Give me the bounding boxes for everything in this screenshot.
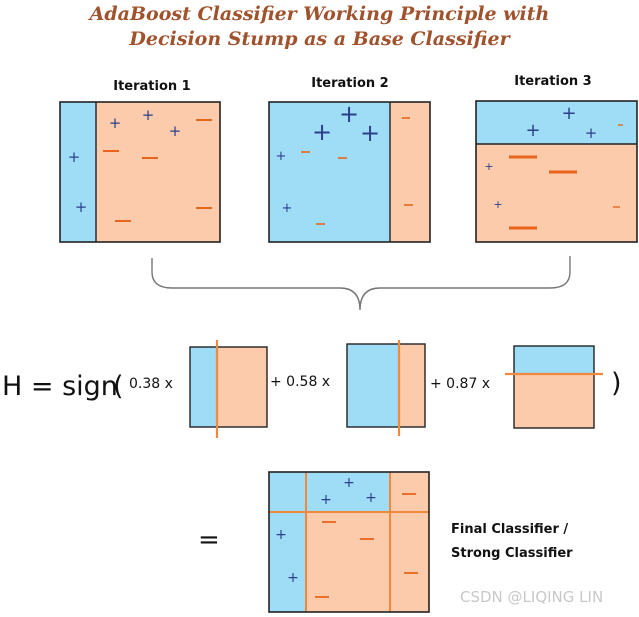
plus-sign: + — [282, 201, 293, 216]
plus-sign: + — [68, 148, 81, 166]
plus-sign: + — [585, 124, 598, 142]
positive-region — [269, 102, 390, 242]
plus-sign: + — [320, 492, 332, 508]
box-border — [513, 345, 595, 429]
final-caption-line-1: Final Classifier / — [451, 522, 568, 537]
formula-lhs: H = sign — [2, 371, 118, 402]
weighted-stump-1 — [189, 340, 268, 438]
plus-sign: + — [339, 100, 359, 128]
watermark: CSDN @LIQING LIN — [460, 588, 603, 606]
iteration-1-label: Iteration 1 — [113, 79, 190, 94]
diagram-title-line-2: Decision Stump as a Base Classifier — [129, 28, 510, 50]
plus-sign: + — [360, 119, 380, 147]
iteration-3-label: Iteration 3 — [514, 74, 591, 89]
plus-sign: + — [365, 490, 377, 506]
plus-sign: + — [169, 122, 182, 140]
iteration-1-stump: + + + + + — [59, 101, 221, 243]
plus-sign: + — [287, 570, 299, 586]
plus-sign: + — [561, 103, 576, 124]
negative-region — [390, 102, 430, 242]
weight-1: 0.38 x — [129, 376, 173, 392]
plus-sign: + — [276, 149, 287, 164]
negative-region — [476, 144, 637, 242]
result-equals: = — [198, 525, 220, 555]
iteration-2-label: Iteration 2 — [311, 76, 388, 91]
plus-sign: + — [343, 475, 355, 491]
box-border — [59, 101, 221, 243]
plus-sign: + — [75, 198, 88, 216]
negative-region — [96, 102, 220, 242]
combining-brace — [151, 256, 571, 311]
formula-close-paren: ) — [611, 368, 622, 399]
box-border — [189, 346, 268, 428]
plus-sign: + — [493, 198, 502, 211]
diagram-title-line-1: AdaBoost Classifier Working Principle wi… — [89, 3, 550, 25]
iteration-3-stump: + + + + + — [475, 100, 638, 243]
final-caption-line-2: Strong Classifier — [451, 546, 573, 561]
positive-region — [476, 101, 637, 144]
plus-sign: + — [275, 527, 287, 543]
positive-region — [60, 102, 96, 242]
iteration-2-stump: + + + + + — [268, 100, 431, 243]
plus-sign: + — [525, 120, 540, 141]
final-strong-classifier: + + + + + — [268, 471, 430, 613]
weight-2: + 0.58 x — [270, 374, 330, 390]
formula-open-paren: ( — [113, 371, 124, 402]
box-border — [268, 101, 431, 243]
box-border — [475, 100, 638, 243]
plus-sign: + — [484, 160, 493, 173]
box-border — [346, 343, 426, 428]
plus-sign: + — [312, 118, 332, 146]
weight-3: + 0.87 x — [430, 376, 490, 392]
plus-sign: + — [109, 114, 122, 132]
box-border — [268, 471, 430, 613]
weighted-stump-2 — [346, 340, 426, 436]
weighted-stump-3 — [505, 345, 603, 429]
plus-sign: + — [142, 106, 155, 124]
